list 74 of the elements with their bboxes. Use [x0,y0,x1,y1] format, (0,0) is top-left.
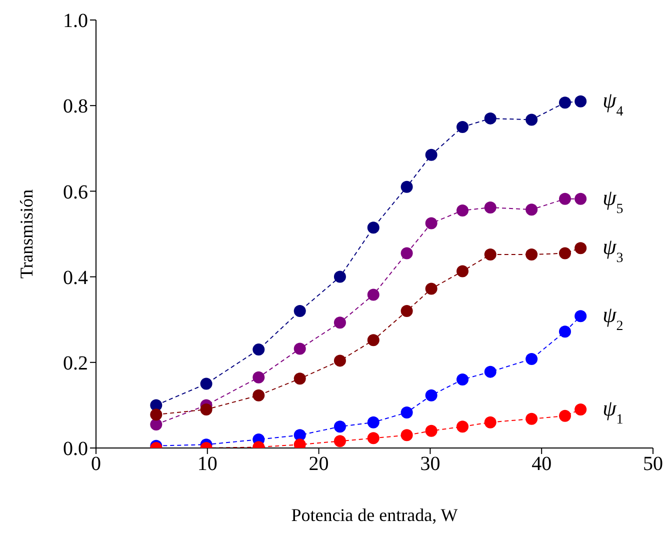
point [456,420,469,433]
point [425,424,438,437]
x-tick-label: 30 [420,453,440,476]
point [425,282,438,295]
point [484,248,496,261]
y-tick-label: 1.0 [63,10,88,32]
y-tick-label: 0.8 [63,96,88,118]
series-label: ψ$_{1}$ [602,395,624,427]
x-tick-label: 40 [532,453,552,476]
point [425,389,438,402]
point [294,342,306,355]
point [558,326,571,338]
point [334,270,346,283]
point [400,247,413,260]
series-label: ψ$_{3}$ [602,234,624,266]
point [558,96,571,109]
y-tick-label: 0.2 [63,352,88,374]
point [150,418,162,430]
x-tick-label: 50 [643,453,663,476]
point [252,371,265,384]
point [334,316,346,329]
series-label: ψ$_{4}$ [602,87,624,119]
y-axis-title: Transmisión [16,189,36,279]
point [574,95,587,108]
point [367,222,380,234]
point [400,406,413,418]
point [200,378,212,390]
y-tick-label: 0.4 [63,266,88,289]
point [526,204,538,216]
point [200,403,212,416]
point [367,334,380,346]
point [484,416,496,428]
y-tick-label: 0.0 [63,438,88,460]
point [574,192,587,205]
point [252,389,265,402]
y-tick-label: 0.6 [63,181,88,204]
point [367,432,380,444]
point [526,352,538,365]
point [294,305,306,318]
point [456,121,469,133]
x-tick-label: 0 [91,453,101,476]
point [334,354,346,367]
point [400,305,413,318]
point [456,374,469,386]
point [425,217,438,230]
point [526,248,538,261]
point [252,344,265,356]
point [574,403,587,416]
point [484,201,496,214]
point [400,429,413,442]
point [334,435,346,448]
series-label: ψ$_{5}$ [602,184,624,216]
point [484,112,496,124]
point [558,410,571,422]
point [558,192,571,205]
point [150,408,162,421]
point [400,180,413,193]
x-axis-title: Potencia de entrada, W [291,504,458,525]
x-tick-label: 20 [308,453,329,476]
x-tick-label: 10 [197,453,218,476]
point [334,420,346,433]
point [574,310,587,322]
point [425,148,438,161]
point [526,412,538,425]
point [367,416,380,428]
point [526,114,538,126]
point [484,366,496,378]
point [294,372,306,385]
series-label: ψ$_{2}$ [602,302,624,334]
point [367,288,380,301]
point [558,247,571,260]
point [456,265,469,278]
point [574,242,587,254]
point [456,204,469,216]
